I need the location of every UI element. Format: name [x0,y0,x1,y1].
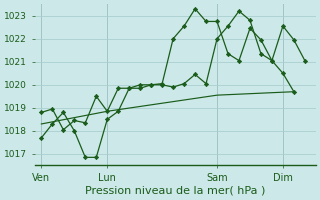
X-axis label: Pression niveau de la mer( hPa ): Pression niveau de la mer( hPa ) [85,186,266,196]
